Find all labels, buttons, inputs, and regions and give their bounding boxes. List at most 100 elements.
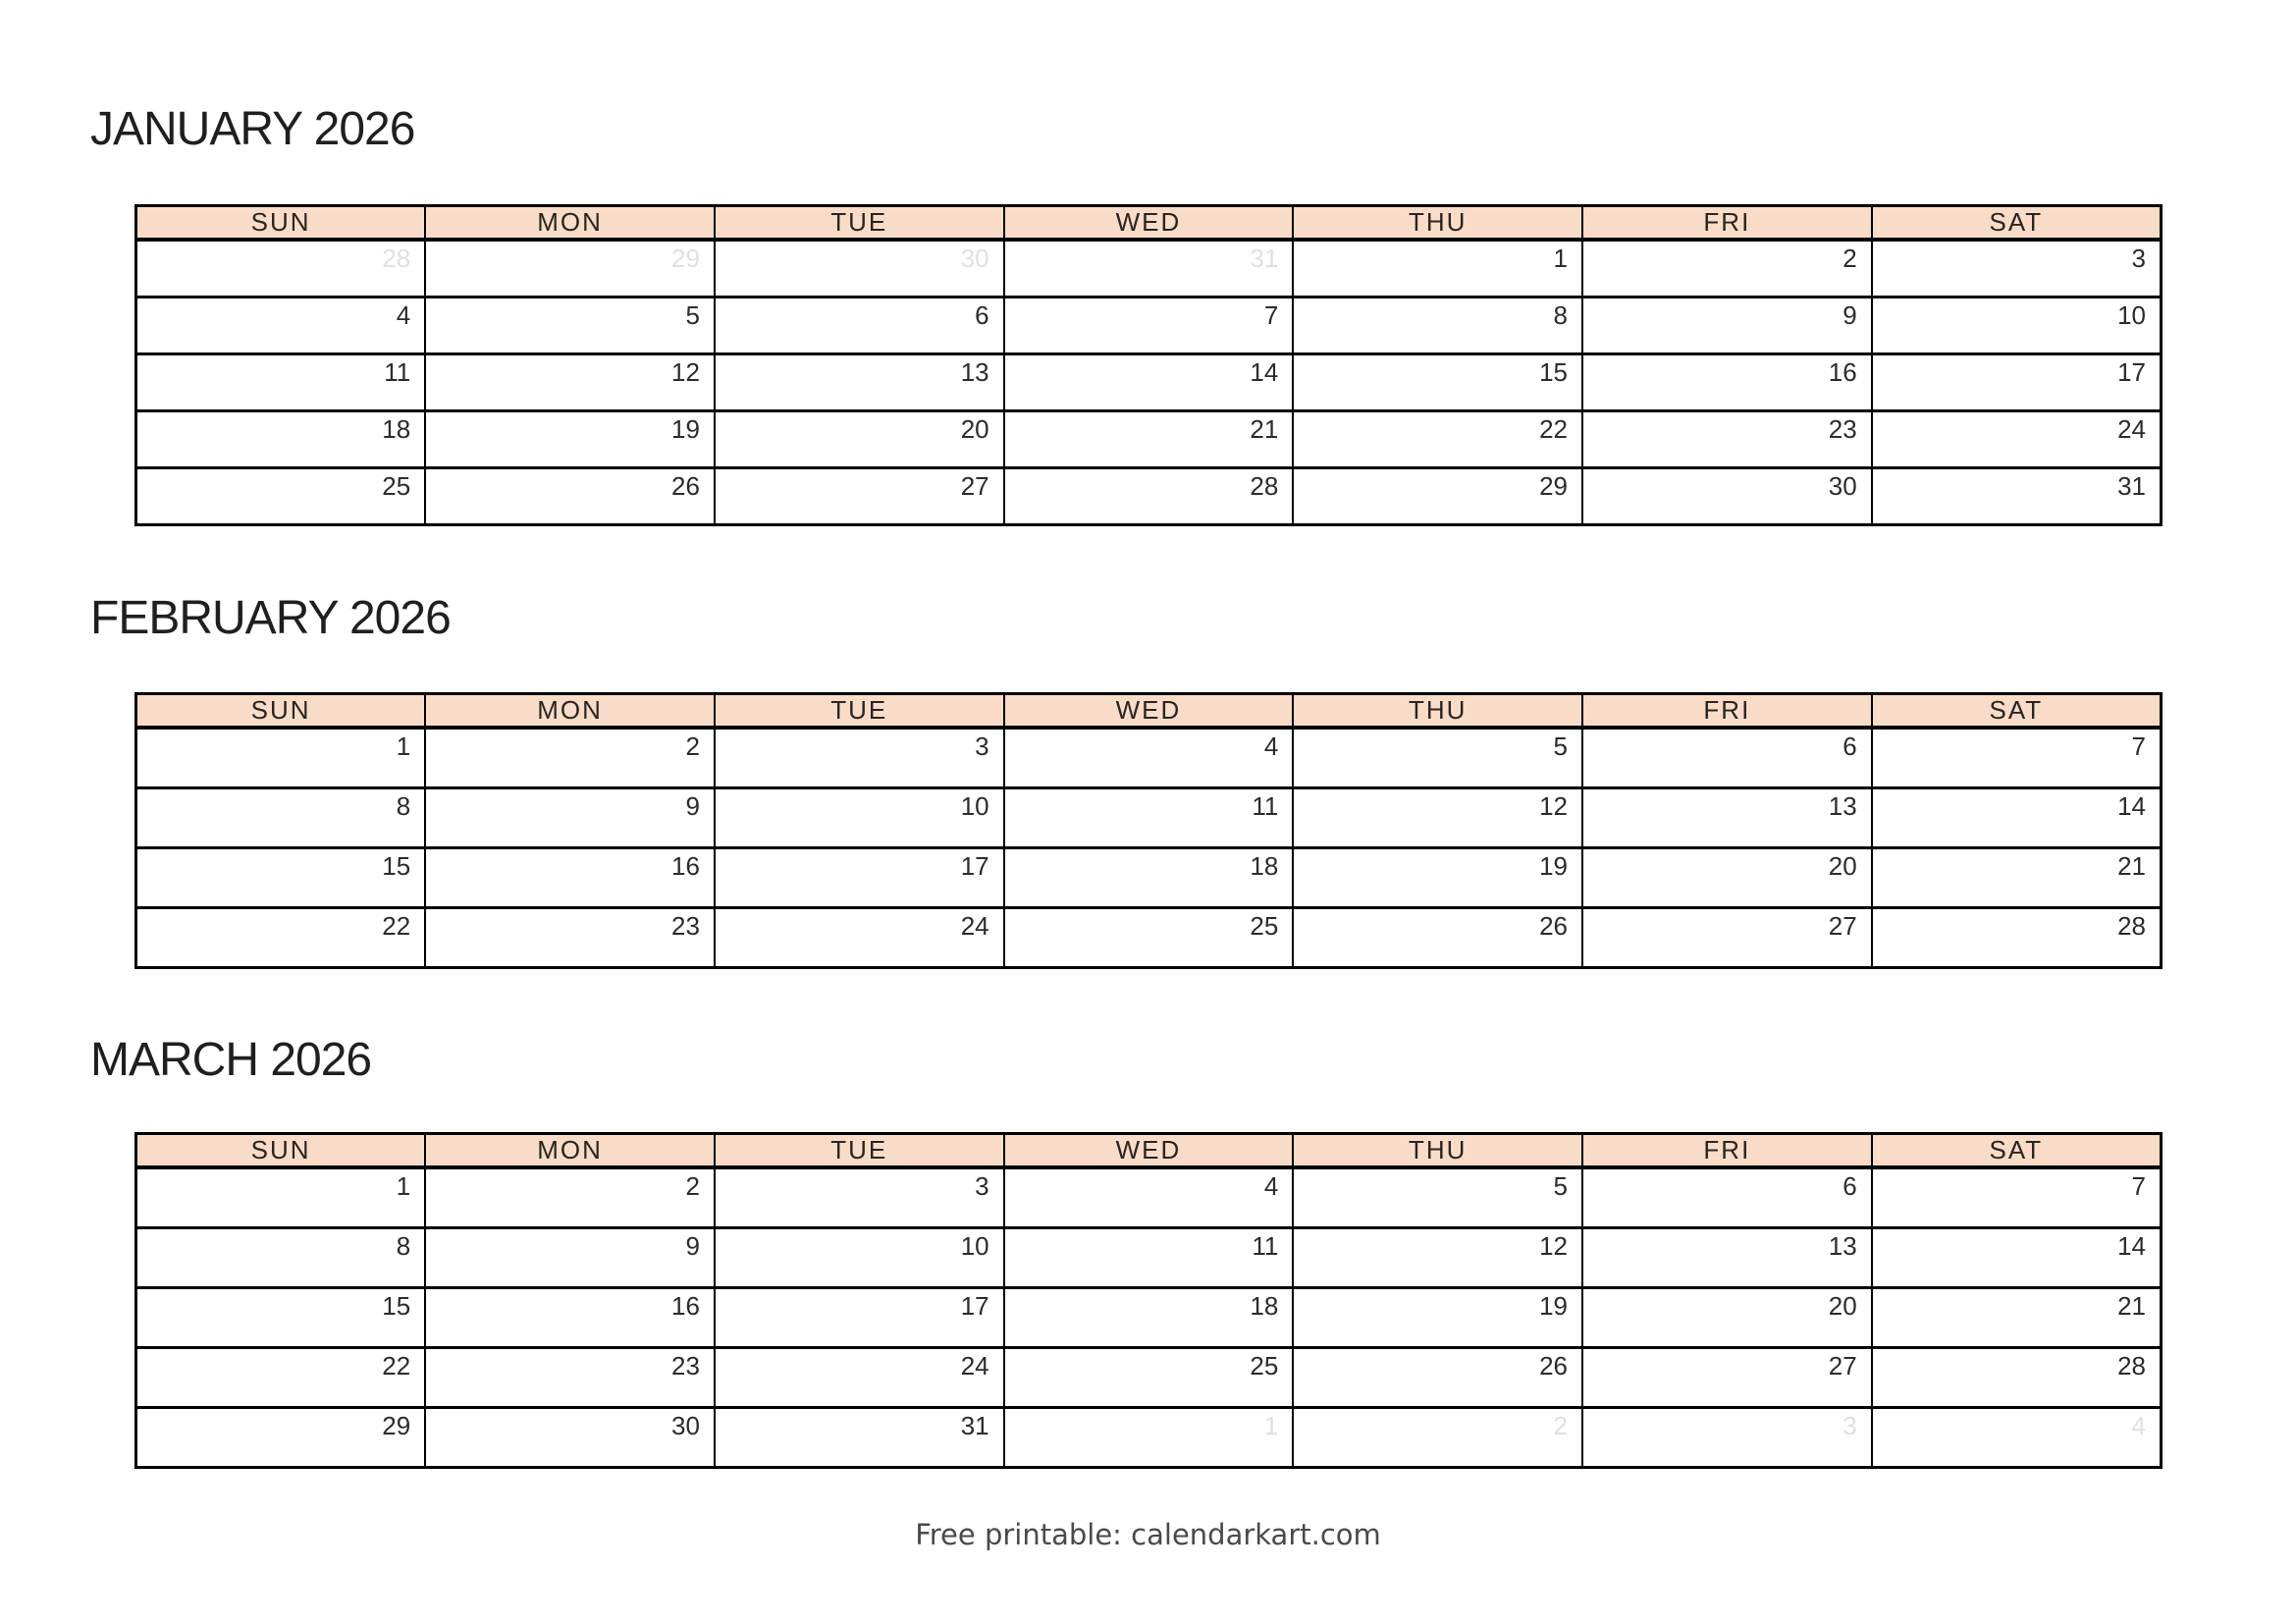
day-cell: 29 [1292, 466, 1584, 526]
day-cell: 4 [1002, 1165, 1295, 1229]
day-cell: 13 [1581, 1226, 1873, 1289]
day-cell: 8 [134, 1226, 427, 1289]
month-title-february: FEBRUARY 2026 [90, 592, 452, 644]
day-cell: 29 [134, 1406, 427, 1469]
day-cell: 17 [1870, 352, 2163, 412]
day-cell: 25 [1002, 1346, 1295, 1409]
weekday-header-cell: SUN [134, 204, 427, 242]
week-row: 15 16 17 18 19 20 21 [134, 846, 2163, 909]
day-cell: 28 [1870, 906, 2163, 969]
day-cell: 26 [1292, 1346, 1584, 1409]
day-cell: 21 [1002, 409, 1295, 469]
day-cell: 10 [713, 786, 1005, 849]
day-cell: 6 [713, 296, 1005, 355]
day-cell: 20 [1581, 846, 1873, 909]
day-cell: 23 [1581, 409, 1873, 469]
day-cell: 19 [424, 409, 716, 469]
day-cell: 27 [1581, 1346, 1873, 1409]
weekday-header-cell: FRI [1581, 1132, 1873, 1169]
day-cell: 9 [424, 1226, 716, 1289]
day-cell: 16 [424, 846, 716, 909]
day-cell: 4 [134, 296, 427, 355]
day-cell: 2 [1581, 238, 1873, 298]
day-cell: 15 [134, 846, 427, 909]
day-cell: 14 [1870, 1226, 2163, 1289]
month-title-march: MARCH 2026 [90, 1034, 372, 1086]
weekday-header-cell: SAT [1870, 204, 2163, 242]
week-row: 8 9 10 11 12 13 14 [134, 1226, 2163, 1289]
day-cell: 1 [134, 726, 427, 789]
weekday-header-cell: TUE [713, 204, 1005, 242]
day-cell: 7 [1002, 296, 1295, 355]
weekday-header-cell: SAT [1870, 692, 2163, 730]
day-cell: 30 [424, 1406, 716, 1469]
weekday-header-row: SUN MON TUE WED THU FRI SAT [134, 692, 2163, 730]
weekday-header-cell: THU [1292, 692, 1584, 730]
day-cell: 31 [713, 1406, 1005, 1469]
day-cell: 14 [1870, 786, 2163, 849]
day-cell: 15 [1292, 352, 1584, 412]
day-cell: 24 [713, 1346, 1005, 1409]
weekday-header-cell: TUE [713, 1132, 1005, 1169]
day-cell: 12 [424, 352, 716, 412]
day-cell: 17 [713, 846, 1005, 909]
day-cell-adjacent-month: 3 [1581, 1406, 1873, 1469]
day-cell: 25 [1002, 906, 1295, 969]
day-cell: 22 [1292, 409, 1584, 469]
day-cell: 19 [1292, 1286, 1584, 1349]
day-cell: 12 [1292, 786, 1584, 849]
day-cell: 6 [1581, 1165, 1873, 1229]
day-cell: 26 [1292, 906, 1584, 969]
day-cell: 18 [1002, 846, 1295, 909]
weekday-header-cell: FRI [1581, 692, 1873, 730]
day-cell: 13 [713, 352, 1005, 412]
day-cell: 24 [1870, 409, 2163, 469]
day-cell: 17 [713, 1286, 1005, 1349]
day-cell: 1 [134, 1165, 427, 1229]
weekday-header-row: SUN MON TUE WED THU FRI SAT [134, 204, 2163, 242]
day-cell: 16 [1581, 352, 1873, 412]
day-cell-adjacent-month: 2 [1292, 1406, 1584, 1469]
day-cell: 3 [1870, 238, 2163, 298]
day-cell: 24 [713, 906, 1005, 969]
footer-credit-text: Free printable: calendarkart.com [915, 1518, 1381, 1551]
day-cell-adjacent-month: 31 [1002, 238, 1295, 298]
day-cell: 22 [134, 906, 427, 969]
day-cell: 20 [713, 409, 1005, 469]
weekday-header-cell: SAT [1870, 1132, 2163, 1169]
week-row: 4 5 6 7 8 9 10 [134, 296, 2163, 355]
day-cell: 22 [134, 1346, 427, 1409]
day-cell-adjacent-month: 1 [1002, 1406, 1295, 1469]
day-cell-adjacent-month: 30 [713, 238, 1005, 298]
weekday-header-cell: FRI [1581, 204, 1873, 242]
day-cell: 10 [713, 1226, 1005, 1289]
day-cell: 8 [1292, 296, 1584, 355]
day-cell: 5 [1292, 1165, 1584, 1229]
day-cell: 9 [424, 786, 716, 849]
month-table-march: SUN MON TUE WED THU FRI SAT 1 2 3 4 5 6 7 8 9 10 11 12 13 1… [134, 1132, 2163, 1469]
day-cell: 27 [1581, 906, 1873, 969]
day-cell: 10 [1870, 296, 2163, 355]
weekday-header-cell: SUN [134, 1132, 427, 1169]
day-cell: 18 [1002, 1286, 1295, 1349]
day-cell: 21 [1870, 846, 2163, 909]
week-row: 11 12 13 14 15 16 17 [134, 352, 2163, 412]
month-table-january: SUN MON TUE WED THU FRI SAT 28 29 30 31 1 2 3 4 5 6 7 8 9 1… [134, 204, 2163, 526]
weekday-header-cell: MON [424, 1132, 716, 1169]
day-cell: 6 [1581, 726, 1873, 789]
week-row: 25 26 27 28 29 30 31 [134, 466, 2163, 526]
weekday-header-cell: MON [424, 204, 716, 242]
week-row: 22 23 24 25 26 27 28 [134, 1346, 2163, 1409]
day-cell: 11 [1002, 1226, 1295, 1289]
week-row: 18 19 20 21 22 23 24 [134, 409, 2163, 469]
day-cell: 26 [424, 466, 716, 526]
day-cell: 1 [1292, 238, 1584, 298]
day-cell: 30 [1581, 466, 1873, 526]
day-cell: 25 [134, 466, 427, 526]
day-cell: 7 [1870, 1165, 2163, 1229]
day-cell: 5 [1292, 726, 1584, 789]
day-cell: 18 [134, 409, 427, 469]
day-cell: 9 [1581, 296, 1873, 355]
week-row: 28 29 30 31 1 2 3 [134, 238, 2163, 298]
day-cell: 2 [424, 726, 716, 789]
